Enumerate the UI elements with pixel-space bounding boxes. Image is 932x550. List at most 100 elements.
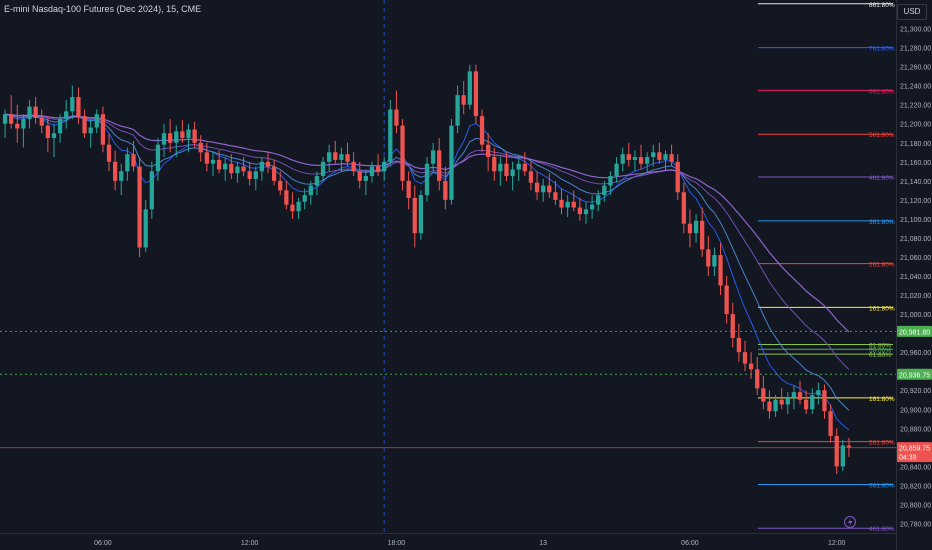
candle [382,157,387,181]
candle-body [583,209,589,215]
fib-level-label: 661.80% [869,88,895,95]
candle [669,144,674,167]
candle-body [755,369,760,389]
horizontal-levels[interactable] [0,330,896,449]
price-tick-label: 20,900.00 [900,407,931,414]
session-break-lines [383,0,385,533]
candle [320,157,326,181]
candle [797,380,803,405]
candle [33,97,38,124]
candle-body [773,399,778,412]
candle [742,340,748,372]
candle [504,152,509,181]
candle [375,154,381,177]
candle-body [596,195,601,205]
candle-body [333,152,338,160]
candle-body [614,163,619,177]
lightning-icon-bolt [848,518,853,527]
price-tick-label: 21,260.00 [900,65,931,72]
price-axis[interactable]: 21,300.00 21,280.00 21,260.00 21,240.00 21,2… [897,0,932,550]
candle [693,214,699,243]
price-tick-label: 20,780.00 [900,521,931,528]
candle-body [626,154,631,160]
price-tick-label: 21,080.00 [900,236,931,243]
candle-body [718,255,723,286]
candle [82,109,87,139]
candle-body [131,154,136,167]
candle [265,152,271,174]
price-tick-label: 21,060.00 [900,255,931,262]
candle [100,106,106,153]
candle-body [229,163,234,174]
candle [180,119,185,143]
candle-body [314,176,320,186]
candle [235,161,240,183]
candle [461,80,466,115]
candle-body [155,144,161,172]
candle [192,121,197,148]
candle-body [15,123,20,129]
candle [27,99,32,129]
candle [9,95,14,129]
candle-body [345,154,350,162]
candle-body [657,152,662,160]
fib-level-label: 261.80% [869,262,895,269]
currency-button[interactable]: USD [897,4,927,20]
candle-body [112,161,118,181]
price-tick-label: 21,020.00 [900,293,931,300]
candle-body [516,163,521,170]
candle [675,154,680,200]
candle-body [736,337,742,353]
candle [161,123,167,158]
candle [596,190,601,212]
candle [278,171,283,196]
candle [363,169,368,196]
candle [620,147,625,172]
price-tag-background [897,368,932,380]
candle [651,144,656,167]
candle [308,180,313,205]
candle [736,323,742,362]
fib-level-label: 61.80% [869,343,891,350]
candle [449,118,454,205]
candle-body [241,166,246,172]
candle-body [810,394,815,410]
time-axis[interactable]: 06:0012:0018:001306:0012:0018:001406:001… [94,540,932,547]
price-tick-label: 20,800.00 [900,502,931,509]
candle-body [492,157,497,172]
candle-body [308,185,313,196]
candle-body [375,166,381,172]
candle [333,140,338,164]
candle [724,276,729,324]
price-tick-label: 20,920.00 [900,388,931,395]
fib-level-label: 50.00% [869,347,891,354]
candle-body [522,163,527,172]
candle [498,157,503,186]
price-tag-countdown: 04:39 [899,455,917,462]
candle-body [553,192,558,200]
candle [174,125,179,158]
fib-level-label: 161.80% [869,305,895,312]
candle-body [742,352,748,364]
candle [547,173,552,198]
candle [706,236,711,277]
candle-body [284,190,289,205]
candle [210,152,216,177]
price-tick-label: 20,880.00 [900,426,931,433]
candle [15,104,20,143]
candle [748,352,754,379]
fibonacci-extension[interactable]: 861.80% 761.80% 661.80% 561.80% 461.80% 361.8… [758,2,895,533]
candle-body [235,166,240,174]
candle [137,157,142,257]
candle [467,64,472,110]
candle-body [394,109,399,126]
candle-body [577,207,583,215]
price-scale-divider [896,0,897,550]
fib-level-label: 261.80% [869,440,895,447]
candle-body [27,106,32,119]
candle [21,114,26,148]
candle [761,375,766,410]
candle-body [424,163,430,196]
price-tick-label: 21,240.00 [900,84,931,91]
